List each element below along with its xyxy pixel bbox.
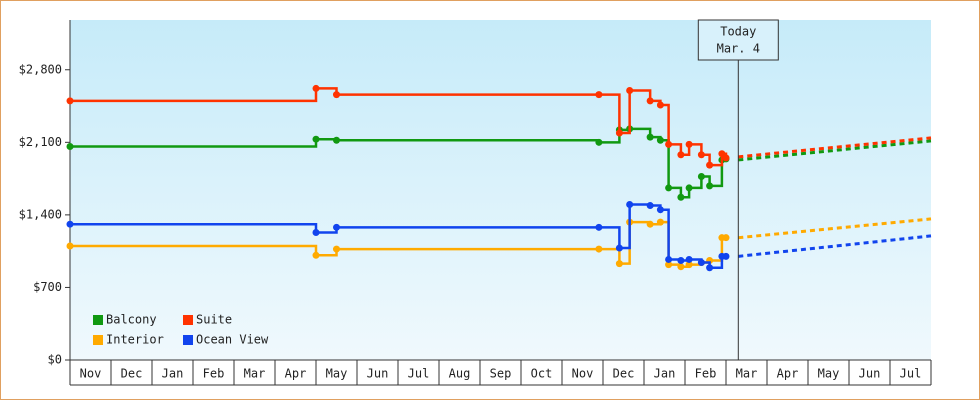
legend-label: Ocean View <box>196 333 269 347</box>
x-tick-label: Sep <box>490 367 512 381</box>
price-point <box>333 245 340 253</box>
price-point <box>333 136 340 144</box>
today-label: Mar. 4 <box>717 42 760 56</box>
x-tick-label: Jan <box>654 367 676 381</box>
price-point <box>706 161 714 169</box>
price-point <box>656 206 664 214</box>
price-point <box>646 220 654 228</box>
price-point <box>312 251 320 259</box>
y-tick-label: $2,100 <box>19 135 62 149</box>
x-tick-label: Jun <box>367 367 389 381</box>
legend-swatch <box>93 335 103 345</box>
x-tick-label: Dec <box>121 367 143 381</box>
legend-label: Balcony <box>106 313 157 327</box>
price-point <box>595 138 603 146</box>
price-point <box>646 133 654 141</box>
price-point <box>697 151 705 159</box>
price-point <box>333 223 340 231</box>
x-tick-label: Aug <box>449 367 471 381</box>
y-tick-label: $0 <box>48 353 62 367</box>
y-tick-label: $700 <box>33 280 62 294</box>
legend-swatch <box>183 315 193 325</box>
x-tick-label: Apr <box>777 367 799 381</box>
price-point <box>677 193 685 201</box>
x-tick-label: Jan <box>162 367 184 381</box>
x-tick-label: Jun <box>859 367 881 381</box>
price-point <box>665 261 673 269</box>
plot-area <box>70 20 931 360</box>
price-point <box>697 173 705 181</box>
price-point <box>595 91 603 99</box>
price-point <box>722 234 730 242</box>
price-point <box>665 140 673 148</box>
price-point <box>722 252 730 260</box>
price-point <box>706 264 714 272</box>
today-box <box>697 19 779 61</box>
price-point <box>646 202 654 210</box>
price-point <box>722 154 730 162</box>
legend-swatch <box>183 335 193 345</box>
x-tick-label: Mar <box>244 367 266 381</box>
price-point <box>312 135 320 143</box>
price-point <box>66 242 74 250</box>
price-point <box>677 263 685 271</box>
price-point <box>697 259 705 267</box>
price-point <box>595 245 603 253</box>
price-point <box>656 101 664 109</box>
price-point <box>66 142 74 150</box>
x-tick-label: Oct <box>531 367 553 381</box>
x-tick-label: Jul <box>408 367 430 381</box>
today-label: Today <box>720 25 756 39</box>
x-tick-label: Mar <box>736 367 758 381</box>
price-point <box>312 229 320 236</box>
x-tick-label: Nov <box>80 367 102 381</box>
price-point <box>656 136 664 144</box>
price-point <box>626 201 634 209</box>
price-point <box>677 256 685 264</box>
price-point <box>706 182 714 190</box>
x-tick-label: Jul <box>900 367 922 381</box>
price-point <box>677 151 685 159</box>
y-tick-label: $1,400 <box>19 207 62 221</box>
price-line <box>70 87 728 167</box>
x-tick-label: May <box>818 367 840 381</box>
x-tick-label: Nov <box>572 367 594 381</box>
x-tick-label: May <box>326 367 348 381</box>
price-point <box>615 129 623 137</box>
price-point <box>665 255 673 263</box>
x-tick-label: Apr <box>285 367 307 381</box>
x-tick-label: Feb <box>203 367 225 381</box>
price-point <box>685 255 693 263</box>
price-point <box>595 223 603 231</box>
price-point <box>685 184 693 192</box>
price-point <box>66 97 74 105</box>
legend-label: Interior <box>106 333 164 347</box>
legend-label: Suite <box>196 313 232 327</box>
price-point <box>333 91 340 99</box>
price-point <box>685 261 693 269</box>
price-point <box>615 244 623 252</box>
price-point <box>656 218 664 226</box>
price-point <box>615 260 623 268</box>
x-tick-label: Feb <box>695 367 717 381</box>
price-point <box>685 140 693 148</box>
price-point <box>626 86 634 94</box>
legend-swatch <box>93 315 103 325</box>
price-point <box>665 184 673 192</box>
y-tick-label: $2,800 <box>19 62 62 76</box>
price-point <box>312 84 320 92</box>
price-point <box>66 220 74 228</box>
x-tick-label: Dec <box>613 367 635 381</box>
price-point <box>646 97 654 105</box>
